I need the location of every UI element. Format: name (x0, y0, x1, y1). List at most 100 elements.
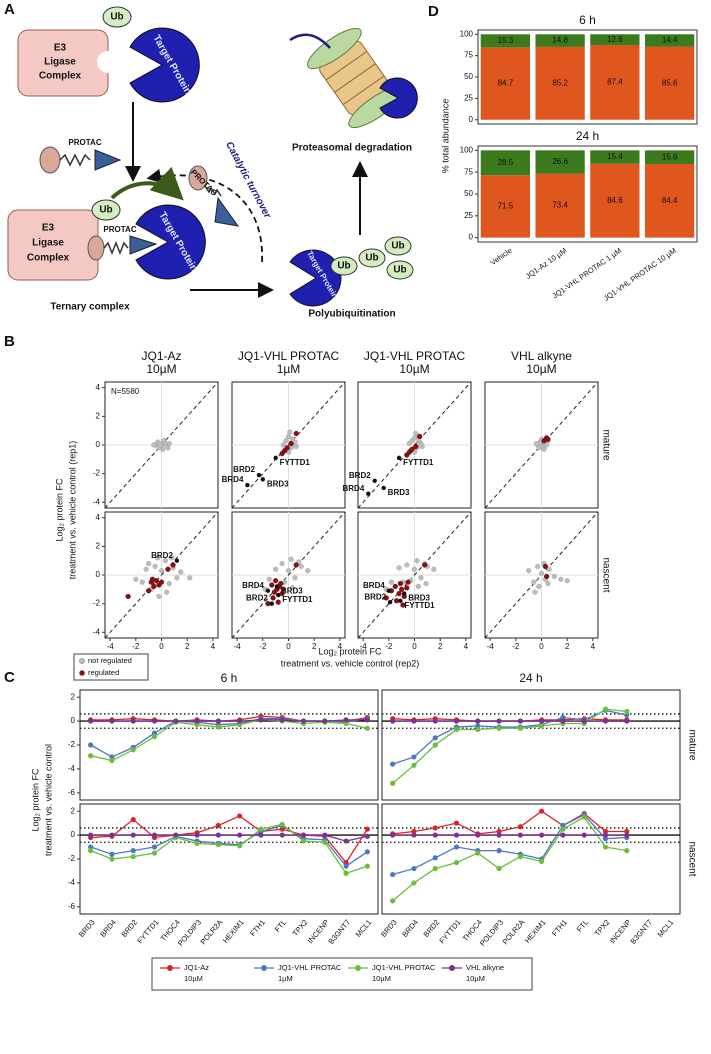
point (88, 753, 94, 759)
x-tick-label: 0 (286, 642, 291, 651)
point (194, 718, 200, 724)
x-tick-label: Vehicle (489, 246, 514, 267)
point-label: BRD3 (408, 594, 430, 603)
substrate-chain (289, 33, 331, 49)
x-tick-label: 2 (438, 642, 443, 651)
point (432, 718, 438, 724)
y-tick-label: 75 (464, 51, 473, 60)
y-tick-label: 2 (96, 411, 101, 420)
point-label: BRD4 (242, 581, 264, 590)
point (322, 839, 328, 845)
bar-segment (535, 150, 585, 174)
point (388, 579, 394, 585)
point (390, 898, 396, 904)
bar-segment (590, 34, 640, 46)
legend-marker (79, 658, 85, 664)
bar-segment (644, 34, 695, 47)
point (517, 824, 523, 830)
column-dose: 10µM (146, 362, 176, 376)
point (130, 718, 136, 724)
series-line (90, 815, 368, 864)
value-label: 84.6 (607, 196, 623, 205)
point (624, 708, 630, 715)
point (237, 718, 243, 724)
labeled-point (366, 491, 371, 496)
point (496, 865, 502, 872)
point (139, 579, 145, 585)
series-line (392, 813, 627, 876)
point (285, 568, 292, 574)
e3-label: Ligase (44, 57, 76, 68)
point (397, 580, 403, 587)
column-title: JQ1-Az (141, 349, 181, 363)
value-label: 87.4 (607, 77, 623, 86)
value-label: 84.4 (662, 196, 678, 205)
point (133, 576, 139, 582)
point (293, 430, 299, 437)
x-tick-label: -2 (259, 642, 267, 651)
point (411, 828, 417, 835)
point (411, 762, 417, 768)
x-tick-label: FTH1 (248, 918, 267, 938)
point (432, 735, 438, 741)
point (541, 446, 547, 452)
x-tick-label: 4 (591, 642, 596, 651)
point (390, 871, 396, 878)
y-tick-label: 75 (464, 167, 473, 176)
point-label: BRD2 (364, 592, 386, 601)
legend-label: 10µM (184, 974, 203, 983)
point (293, 443, 299, 450)
point (560, 822, 566, 829)
bar-segment (480, 34, 531, 48)
point (130, 747, 136, 753)
protac-linker (59, 153, 91, 167)
legend-label: JQ1-Az (184, 963, 209, 972)
point (536, 583, 542, 590)
point (531, 579, 537, 585)
value-label: 14.8 (552, 36, 568, 45)
point (364, 717, 370, 723)
point (411, 880, 417, 886)
proteasome (307, 27, 403, 129)
ub-label: Ub (110, 12, 123, 23)
point (390, 761, 396, 767)
point (453, 832, 460, 838)
legend-marker (261, 965, 267, 971)
point-label: BRD2 (349, 471, 371, 480)
value-label: 12.6 (607, 35, 623, 44)
point (158, 579, 165, 585)
point (624, 712, 630, 718)
point (279, 450, 285, 457)
x-axis-label: treatment vs. vehicle control (rep2) (281, 658, 420, 668)
labeled-point (260, 477, 266, 482)
y-tick-label: -2 (93, 469, 101, 478)
point (411, 865, 417, 872)
catalytic-label: Catalytic turnover (223, 140, 273, 221)
point (289, 585, 295, 591)
point (151, 844, 158, 850)
point (405, 579, 411, 585)
point (151, 730, 158, 736)
y-tick-label: 0 (469, 233, 474, 242)
y-tick-label: 4 (96, 513, 101, 522)
y-tick-label: 2 (71, 806, 76, 815)
point (475, 718, 481, 724)
labeled-point (402, 591, 407, 596)
point (418, 575, 424, 581)
facet-title: 6 h (221, 671, 238, 685)
point (517, 854, 523, 860)
point (215, 724, 221, 730)
point-label: BRD4 (363, 581, 385, 590)
labeled-point (174, 558, 180, 563)
point (432, 865, 438, 872)
value-label: 84.7 (498, 79, 514, 88)
point-label: BRD2 (151, 551, 173, 560)
point (545, 436, 551, 442)
protac-ligand (87, 235, 105, 261)
facet-title: 6 h (579, 13, 596, 27)
ub (102, 6, 132, 28)
y-tick-label: -2 (93, 599, 101, 608)
facet-strip (478, 130, 697, 145)
point (564, 578, 570, 584)
plot-panel (381, 689, 681, 801)
